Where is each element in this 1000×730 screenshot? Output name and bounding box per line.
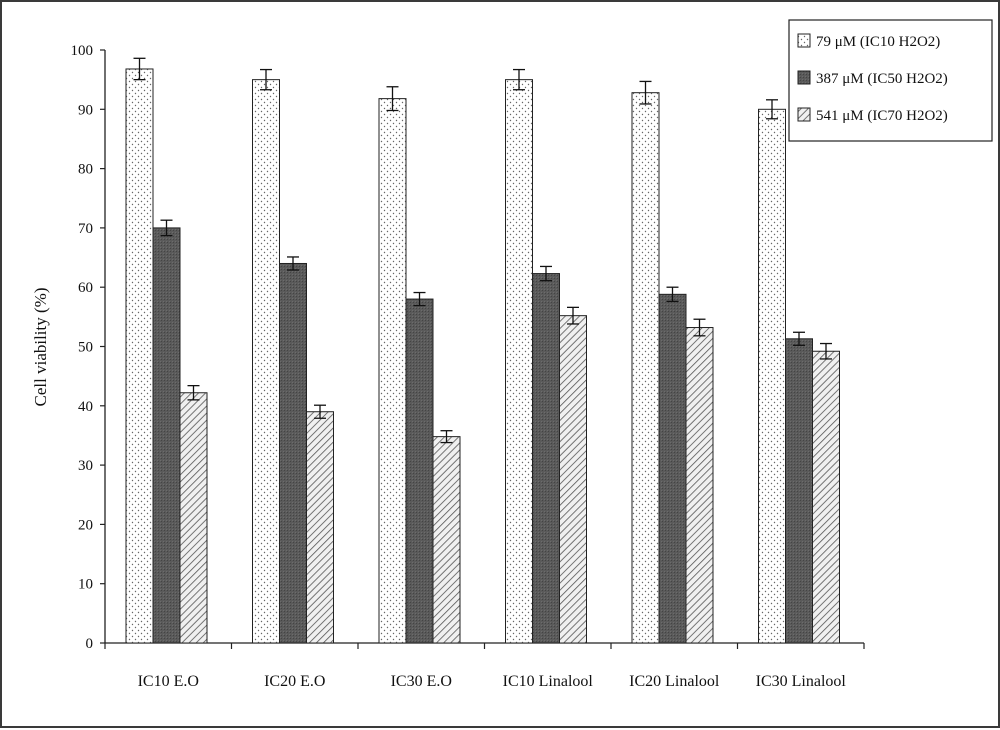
bar <box>279 262 307 644</box>
y-tick-label: 40 <box>78 399 93 415</box>
bar <box>179 392 208 644</box>
legend-swatch <box>797 70 811 85</box>
x-category-label: IC20 Linalool <box>629 673 720 690</box>
bar <box>405 298 434 644</box>
x-category-label: IC10 Linalool <box>503 673 594 690</box>
bar <box>306 411 334 644</box>
y-tick-label: 80 <box>78 162 93 178</box>
bar <box>785 338 813 644</box>
legend-swatch <box>797 107 811 122</box>
y-tick-label: 50 <box>78 340 93 356</box>
legend-entry: 79 μM (IC10 H2O2) <box>816 34 940 50</box>
legend-swatch <box>797 33 811 48</box>
bar <box>758 108 786 644</box>
y-tick-label: 10 <box>78 577 93 593</box>
bar <box>378 98 407 644</box>
bar <box>812 350 840 644</box>
bar <box>505 79 533 644</box>
y-axis-title: Cell viability (%) <box>31 288 50 407</box>
x-category-label: IC30 E.O <box>391 673 452 690</box>
bar <box>432 436 461 644</box>
legend-box <box>788 19 993 142</box>
x-category-label: IC10 E.O <box>138 673 199 690</box>
bar <box>252 79 280 644</box>
legend: 79 μM (IC10 H2O2) 387 μM (IC50 H2O2) 541 μ… <box>788 19 993 142</box>
bar <box>125 68 154 644</box>
y-tick-label: 20 <box>78 517 93 533</box>
legend-entry: 541 μM (IC70 H2O2) <box>816 108 948 124</box>
bar <box>658 293 687 644</box>
bar <box>559 315 587 644</box>
x-category-label: IC20 E.O <box>264 673 325 690</box>
y-tick-label: 60 <box>78 280 93 296</box>
bar <box>685 327 714 644</box>
x-category-label: IC30 Linalool <box>756 673 847 690</box>
y-tick-label: 100 <box>71 43 94 59</box>
y-tick-label: 90 <box>78 102 93 118</box>
bar <box>631 92 660 644</box>
bar <box>152 227 181 644</box>
legend-entry: 387 μM (IC50 H2O2) <box>816 71 948 87</box>
y-tick-label: 30 <box>78 458 93 474</box>
y-tick-label: 0 <box>86 636 94 652</box>
y-tick-label: 70 <box>78 221 93 237</box>
bar <box>532 273 560 644</box>
plot-area: 0 10 20 30 40 50 60 70 80 90 100 IC10 E.O IC20 E.O IC… <box>71 43 865 690</box>
